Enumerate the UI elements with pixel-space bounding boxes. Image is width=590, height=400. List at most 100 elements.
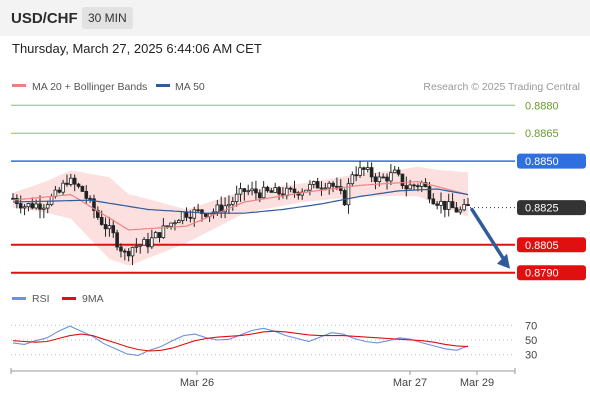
candle-body — [331, 182, 335, 187]
candle-body — [115, 232, 119, 248]
candle-body — [342, 190, 347, 206]
candle-body — [72, 177, 77, 185]
candle-body — [99, 217, 104, 225]
ma9-legend-label: 9MA — [82, 293, 104, 305]
candle-body — [34, 203, 38, 209]
rsi-legend-label: RSI — [32, 293, 50, 305]
bollinger-band — [13, 166, 468, 266]
candle-body — [277, 187, 281, 195]
level-label-target: 0.8865 — [525, 128, 559, 140]
candle-body — [458, 209, 463, 213]
candle-body — [161, 225, 166, 238]
attribution: Research © 2025 Trading Central — [423, 81, 580, 93]
ma20-legend-swatch — [12, 84, 26, 87]
rsi-ma-line — [12, 330, 469, 352]
title-bar: USD/CHF 30 MIN — [0, 0, 590, 36]
candle-body — [288, 187, 293, 190]
candle-body — [435, 203, 439, 206]
candle-body — [269, 190, 274, 193]
ma50-line — [12, 188, 469, 214]
candle-body — [69, 177, 73, 185]
candle-body — [223, 205, 227, 213]
candle-body — [369, 167, 374, 178]
candle-body — [42, 207, 46, 210]
rsi-legend-swatch — [12, 297, 26, 300]
candle-body — [292, 188, 297, 193]
candle-body — [150, 237, 154, 248]
candle-body — [365, 167, 370, 170]
candle-body — [257, 192, 262, 199]
candle-body — [15, 198, 19, 205]
candle-body — [123, 250, 127, 253]
rsi-tick-label: 70 — [525, 320, 537, 332]
level-badge-last_price — [517, 200, 586, 216]
candle-body — [392, 169, 397, 174]
candle-body — [443, 200, 447, 210]
candle-body — [423, 182, 428, 187]
candle-body — [462, 204, 466, 211]
candle-body — [138, 244, 143, 247]
candle-body — [323, 187, 328, 190]
candle-body — [400, 173, 405, 187]
candle-body — [157, 232, 162, 238]
candle-body — [346, 183, 351, 206]
candle-body — [196, 209, 200, 212]
candle-body — [362, 167, 366, 170]
candle-body — [180, 211, 185, 221]
candle-body — [408, 184, 412, 190]
candle-body — [153, 232, 158, 239]
candle-body — [427, 186, 432, 200]
timestamp: Thursday, March 27, 2025 6:44:06 AM CET — [12, 41, 262, 56]
candle-body — [177, 220, 181, 224]
rsi-tick-label: 50 — [525, 335, 537, 347]
rsi-line — [12, 325, 469, 356]
projection-arrow-shaft — [470, 207, 508, 265]
candle-body — [119, 246, 123, 252]
candle-body — [49, 195, 54, 205]
candle-body — [38, 203, 42, 210]
candle-body — [358, 167, 362, 176]
candle-body — [80, 185, 85, 192]
candle-body — [76, 183, 81, 187]
candle-body — [238, 188, 243, 195]
candle-body — [350, 174, 355, 185]
candle-body — [142, 239, 146, 246]
candle-body — [273, 187, 278, 193]
projection-arrow-head — [497, 253, 510, 269]
candle-body — [416, 185, 420, 188]
x-tick-label: Mar 27 — [393, 377, 427, 389]
candle-body — [327, 182, 331, 189]
candle-body — [308, 184, 312, 191]
level-badge-resistance — [517, 153, 586, 169]
candle-body — [61, 182, 65, 193]
candle-body — [396, 169, 401, 175]
ma20-line — [12, 180, 469, 231]
candle-body — [30, 203, 35, 209]
candle-body — [165, 225, 170, 228]
ma20-legend-label: MA 20 + Bollinger Bands — [32, 81, 147, 93]
level-badge-support — [517, 265, 586, 281]
candle-body — [134, 245, 139, 248]
candle-body — [315, 181, 320, 189]
candle-body — [377, 176, 382, 182]
candle-body — [431, 198, 436, 205]
candle-body — [22, 206, 27, 209]
candle-body — [265, 186, 270, 192]
candle-body — [250, 188, 254, 192]
candle-body — [230, 201, 235, 205]
candle-body — [466, 204, 470, 206]
candle-body — [57, 189, 62, 193]
candle-body — [215, 204, 220, 213]
candle-body — [385, 176, 389, 182]
level-label-support: 0.8805 — [525, 240, 559, 252]
symbol-label: USD/CHF — [11, 10, 78, 27]
candle-body — [130, 246, 135, 257]
candle-body — [354, 174, 358, 177]
timeframe-badge[interactable]: 30 MIN — [82, 7, 133, 29]
candle-body — [242, 188, 247, 192]
candle-body — [45, 204, 50, 209]
rsi-tick-label: 30 — [525, 350, 537, 362]
candle-body — [234, 193, 239, 202]
level-badge-support — [517, 237, 586, 253]
